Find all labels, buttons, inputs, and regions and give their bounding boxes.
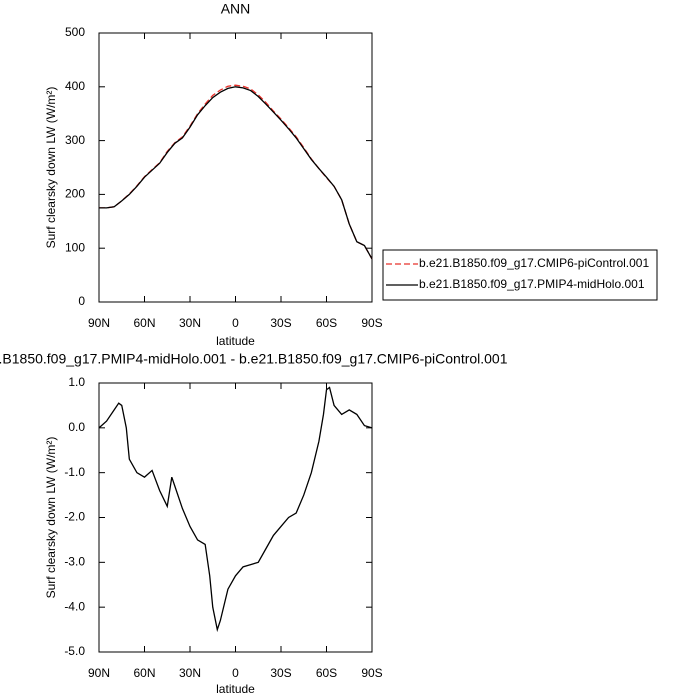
- y-axis-label: Surf clearsky down LW (W/m²): [44, 87, 58, 249]
- x-tick-label: 90S: [361, 666, 382, 680]
- y-tick-label: 200: [65, 187, 85, 201]
- plot-frame: [98, 32, 373, 303]
- x-axis-label: latitude: [216, 334, 255, 348]
- y-tick-label: -5.0: [64, 644, 85, 658]
- x-tick-label: 30S: [270, 316, 291, 330]
- y-tick-label: -2.0: [64, 510, 85, 524]
- data-line: [98, 386, 373, 633]
- chart-title: b.e21.B1850.f09_g17.PMIP4-midHolo.001 - …: [0, 351, 508, 367]
- y-tick-label: 0: [78, 294, 85, 308]
- x-tick-label: 60N: [133, 666, 155, 680]
- y-tick-label: 100: [65, 240, 85, 254]
- x-tick-label: 0: [232, 316, 239, 330]
- x-tick-label: 60N: [133, 316, 155, 330]
- y-tick-label: 400: [65, 79, 85, 93]
- x-tick-label: 90N: [88, 316, 110, 330]
- x-tick-label: 30S: [270, 666, 291, 680]
- x-tick-label: 0: [232, 666, 239, 680]
- legend-label: b.e21.B1850.f09_g17.PMIP4-midHolo.001: [419, 277, 645, 291]
- x-tick-label: 60S: [316, 316, 337, 330]
- x-tick-label: 30N: [179, 316, 201, 330]
- legend-label: b.e21.B1850.f09_g17.CMIP6-piControl.001: [419, 256, 649, 270]
- data-line: [99, 84, 373, 260]
- y-tick-label: 0.0: [68, 420, 85, 434]
- y-tick-label: -1.0: [64, 465, 85, 479]
- y-axis-label: Surf clearsky down LW (W/m²): [44, 437, 58, 599]
- y-tick-label: 300: [65, 133, 85, 147]
- x-tick-label: 60S: [316, 666, 337, 680]
- x-axis-label: latitude: [216, 682, 255, 696]
- legend-box: [382, 249, 658, 301]
- x-tick-label: 30N: [179, 666, 201, 680]
- plot-frame: [98, 382, 373, 653]
- data-line: [99, 86, 373, 260]
- y-tick-label: -4.0: [64, 599, 85, 613]
- y-tick-label: 500: [65, 25, 85, 39]
- chart-title: ANN: [221, 1, 251, 17]
- x-tick-label: 90S: [361, 316, 382, 330]
- y-tick-label: 1.0: [68, 375, 85, 389]
- y-tick-label: -3.0: [64, 555, 85, 569]
- x-tick-label: 90N: [88, 666, 110, 680]
